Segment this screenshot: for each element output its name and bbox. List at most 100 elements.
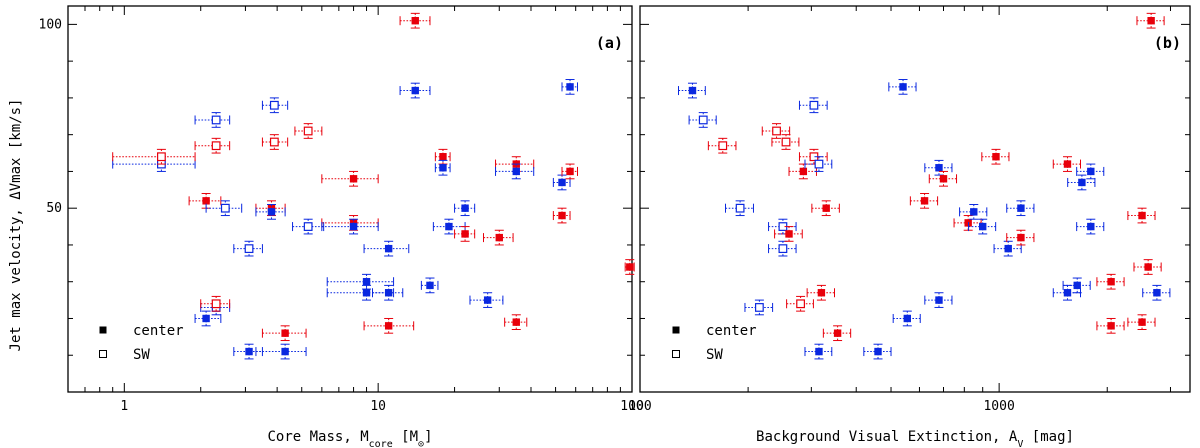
marker-filled-square bbox=[1078, 178, 1086, 187]
marker-filled-square bbox=[461, 230, 469, 238]
data-point-blue-filled bbox=[1076, 163, 1105, 180]
data-point-blue-filled bbox=[434, 159, 451, 176]
marker-filled-square bbox=[362, 289, 371, 297]
data-point-blue-open bbox=[261, 97, 289, 114]
data-point-blue-filled bbox=[1062, 277, 1091, 294]
marker-filled-square bbox=[1138, 318, 1146, 326]
marker-filled-square bbox=[1107, 278, 1115, 286]
data-point-blue-open bbox=[233, 240, 263, 257]
data-point-red-filled bbox=[928, 170, 958, 187]
data-point-red-filled bbox=[552, 207, 571, 224]
x-tick-label: 10 bbox=[370, 399, 386, 414]
marker-open-square bbox=[809, 100, 819, 110]
data-point-blue-open bbox=[292, 218, 325, 235]
marker-filled-square bbox=[688, 86, 697, 95]
data-point-blue-filled bbox=[561, 79, 579, 95]
data-point-blue-filled bbox=[993, 240, 1022, 257]
legend-open-marker bbox=[99, 350, 107, 358]
data-point-red-filled bbox=[1127, 314, 1156, 331]
data-point-red-open bbox=[194, 137, 231, 154]
data-point-red-filled bbox=[399, 12, 431, 29]
marker-filled-square bbox=[1144, 263, 1152, 271]
data-point-blue-open bbox=[798, 97, 828, 114]
marker-filled-square bbox=[833, 329, 842, 337]
marker-open-square bbox=[211, 141, 221, 151]
data-point-blue-filled bbox=[399, 82, 431, 99]
data-point-red-filled bbox=[624, 259, 635, 275]
marker-filled-square bbox=[874, 347, 882, 356]
data-point-blue-filled bbox=[233, 343, 263, 360]
data-point-blue-filled bbox=[968, 218, 997, 235]
data-point-blue-filled bbox=[924, 159, 953, 176]
marker-filled-square bbox=[992, 153, 1000, 161]
data-point-red-filled bbox=[822, 325, 852, 342]
data-point-blue-filled bbox=[678, 82, 706, 99]
x-axis-title-subscript: core bbox=[369, 439, 393, 448]
marker-open-square bbox=[303, 222, 313, 231]
data-point-blue-open bbox=[744, 299, 774, 316]
data-point-red-filled bbox=[774, 226, 803, 242]
marker-filled-square bbox=[281, 347, 289, 356]
legend-label-center: center bbox=[706, 323, 757, 339]
marker-filled-square bbox=[461, 204, 469, 212]
data-point-red-filled bbox=[953, 215, 982, 231]
marker-filled-square bbox=[899, 83, 907, 91]
panel-core-mass: 1 10 100 50 100 Core Mass, Mcore [M⊙] (a) cente… bbox=[39, 5, 644, 448]
marker-filled-square bbox=[384, 322, 393, 330]
marker-filled-square bbox=[245, 347, 253, 356]
data-point-blue-filled bbox=[454, 200, 476, 217]
data-point-red-open bbox=[112, 148, 196, 165]
x-axis-title-text: [M bbox=[393, 429, 418, 445]
data-point-red-filled bbox=[811, 200, 840, 217]
marker-filled-square bbox=[267, 208, 276, 216]
data-point-blue-open bbox=[724, 200, 754, 217]
marker-open-square bbox=[718, 141, 728, 151]
y-axis-title: Jet max velocity, ΔVmax [km/s] bbox=[8, 99, 24, 352]
data-point-red-open bbox=[771, 134, 800, 150]
marker-filled-square bbox=[935, 164, 943, 172]
data-point-red-open bbox=[761, 123, 791, 139]
y-tick-label: 100 bbox=[39, 17, 62, 32]
data-point-red-open bbox=[786, 295, 814, 312]
data-point-blue-filled bbox=[1142, 284, 1171, 301]
marker-filled-square bbox=[558, 178, 566, 187]
marker-filled-square bbox=[939, 175, 948, 183]
marker-filled-square bbox=[411, 86, 419, 95]
data-point-red-filled bbox=[1006, 229, 1035, 246]
legend-label-sw: SW bbox=[706, 347, 723, 363]
marker-open-square bbox=[814, 159, 824, 169]
marker-open-square bbox=[772, 126, 781, 136]
data-point-blue-filled bbox=[432, 218, 466, 235]
data-point-blue-filled bbox=[372, 284, 404, 301]
data-point-red-filled bbox=[1052, 156, 1082, 172]
data-point-blue-open bbox=[205, 200, 243, 217]
marker-filled-square bbox=[1087, 167, 1095, 176]
marker-filled-square bbox=[817, 289, 826, 297]
data-point-red-filled bbox=[909, 192, 939, 209]
data-point-red-filled bbox=[321, 170, 379, 187]
marker-filled-square bbox=[566, 167, 574, 176]
x-axis-title-subscript: V bbox=[1017, 439, 1023, 448]
data-point-blue-filled bbox=[363, 240, 410, 257]
marker-filled-square bbox=[799, 167, 808, 176]
marker-filled-square bbox=[439, 164, 447, 172]
marker-filled-square bbox=[1004, 244, 1012, 253]
marker-open-square bbox=[698, 115, 708, 125]
marker-filled-square bbox=[411, 17, 419, 25]
data-point-red-filled bbox=[482, 229, 514, 246]
data-point-blue-open bbox=[194, 112, 231, 128]
marker-filled-square bbox=[426, 281, 434, 290]
marker-filled-square bbox=[349, 222, 358, 231]
marker-filled-square bbox=[439, 153, 447, 161]
marker-filled-square bbox=[978, 222, 987, 231]
x-axis-title: Core Mass, Mcore [M⊙] bbox=[267, 429, 432, 448]
marker-open-square bbox=[796, 299, 805, 309]
data-point-blue-open bbox=[112, 156, 196, 172]
data-point-blue-filled bbox=[1067, 174, 1096, 191]
marker-filled-square bbox=[349, 175, 358, 183]
marker-open-square bbox=[303, 126, 313, 136]
data-point-red-filled bbox=[363, 317, 415, 334]
marker-filled-square bbox=[1138, 211, 1146, 220]
data-point-blue-filled bbox=[552, 174, 571, 191]
marker-filled-square bbox=[384, 289, 393, 297]
